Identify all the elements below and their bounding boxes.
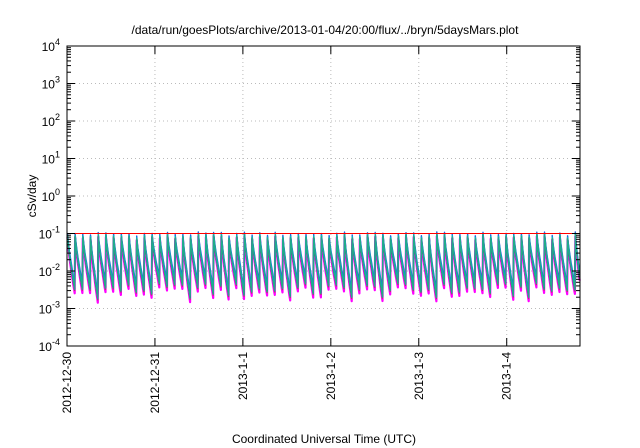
x-axis: 2012-12-30 2012-12-31 2013-1-1 2013-1-2 2013… <box>60 46 514 413</box>
y-tick-label: 10-2 <box>39 262 60 279</box>
x-tick-label: 2013-1-4 <box>500 352 514 400</box>
x-tick-label: 2013-1-3 <box>412 352 426 400</box>
y-tick-label: 103 <box>42 75 60 92</box>
x-tick-label: 2012-12-31 <box>148 352 162 414</box>
grid <box>67 46 580 346</box>
series-line <box>66 234 581 300</box>
x-axis-label: Coordinated Universal Time (UTC) <box>232 432 416 446</box>
chart-title: /data/run/goesPlots/archive/2013-01-04/2… <box>132 23 520 37</box>
x-tick-label: 2013-1-1 <box>236 352 250 400</box>
x-tick-label: 2013-1-2 <box>324 352 338 400</box>
y-tick-label: 10-1 <box>39 225 60 242</box>
y-tick-label: 100 <box>42 187 60 204</box>
y-tick-label: 10-3 <box>39 300 60 317</box>
y-axis: 10-4 10-3 10-2 10-1 100 101 102 103 104 <box>39 37 580 354</box>
y-axis-label: cSv/day <box>25 175 39 218</box>
x-tick-label: 2012-12-30 <box>60 352 74 414</box>
y-tick-label: 104 <box>42 37 60 54</box>
y-tick-label: 102 <box>42 112 60 129</box>
series-group <box>66 231 581 304</box>
y-tick-label: 10-4 <box>39 337 60 354</box>
y-tick-label: 101 <box>42 150 60 167</box>
